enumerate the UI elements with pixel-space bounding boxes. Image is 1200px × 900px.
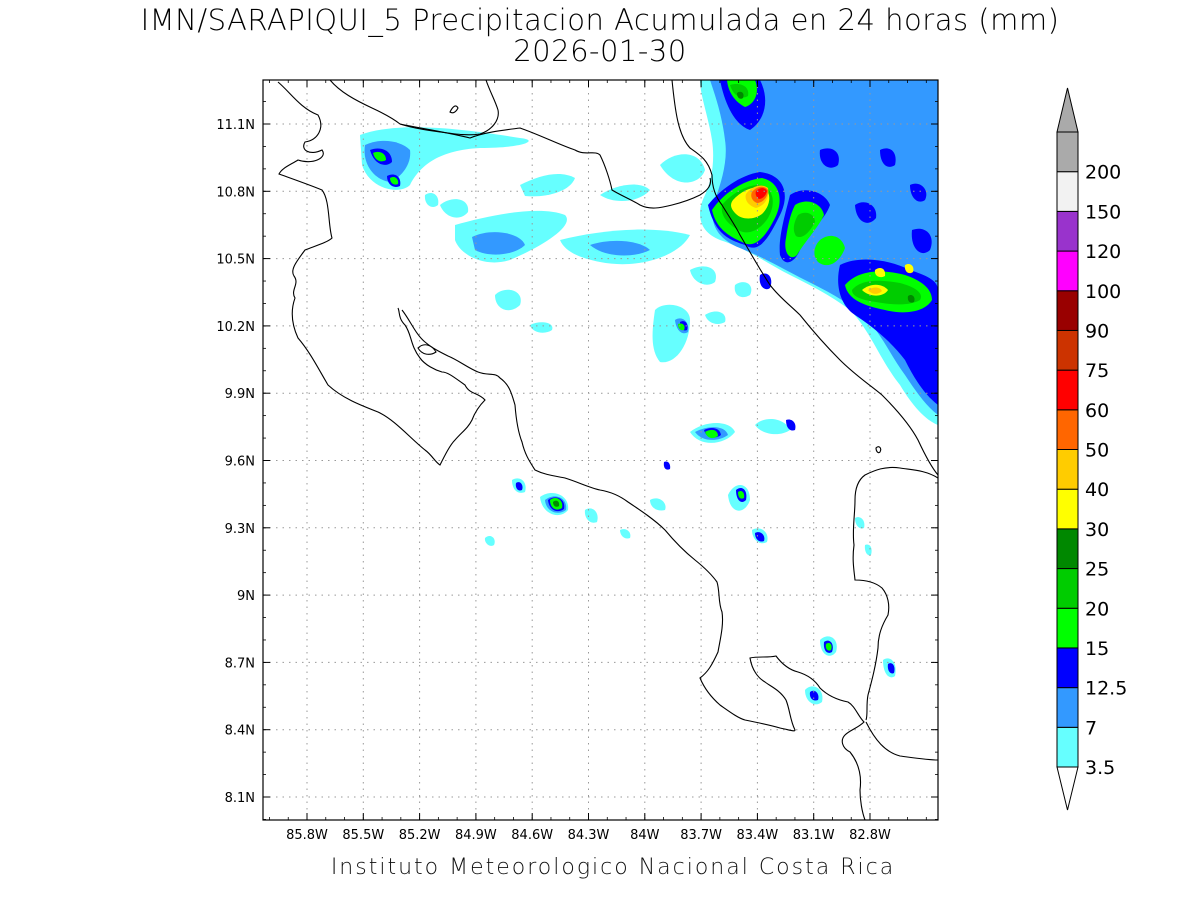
legend-swatch (1056, 250, 1079, 292)
lon-tick-label: 83.4W (736, 828, 778, 843)
lon-tick-label: 84W (630, 828, 660, 843)
legend-swatch (1056, 647, 1079, 689)
legend-level-label: 120 (1085, 241, 1121, 263)
legend-level-label: 100 (1085, 281, 1121, 303)
lat-tick-label: 10.2N (216, 320, 255, 335)
legend-under-arrow (1056, 766, 1079, 811)
legend-level-label: 150 (1085, 201, 1121, 223)
legend-level-label: 60 (1085, 400, 1109, 422)
legend-level-label: 90 (1085, 320, 1109, 342)
legend-swatch (1056, 687, 1079, 728)
legend-level-label: 20 (1085, 598, 1109, 620)
map-subtitle: 2026-01-30 (513, 34, 687, 68)
legend-swatch (1056, 131, 1079, 173)
legend-over-arrow (1056, 87, 1079, 133)
lat-tick-label: 8.1N (225, 791, 255, 806)
lat-tick-label: 9.3N (225, 522, 255, 537)
legend-level-label: 15 (1085, 638, 1109, 660)
color-scale-legend: 3.5 7 12.5 15 20 25 30 40 50 60 75 90 100 120 150 200 (1056, 87, 1127, 811)
lon-tick-label: 84.9W (455, 828, 497, 843)
legend-level-label: 30 (1085, 519, 1109, 541)
legend-level-label: 200 (1085, 162, 1121, 184)
legend-swatch (1056, 369, 1079, 411)
legend-swatch (1056, 488, 1079, 530)
lon-tick-label: 82.8W (849, 828, 891, 843)
lon-tick-label: 83.1W (793, 828, 835, 843)
lat-tick-label: 8.7N (225, 656, 255, 671)
legend-swatch (1056, 210, 1079, 252)
lon-tick-label: 84.6W (511, 828, 553, 843)
lat-tick-label: 9.9N (225, 387, 255, 402)
lon-tick-label: 84.3W (568, 828, 610, 843)
lat-tick-label: 9N (237, 589, 255, 604)
lon-tick-label: 85.5W (342, 828, 384, 843)
lat-tick-label: 10.5N (216, 253, 255, 268)
legend-level-label: 25 (1085, 559, 1109, 581)
precipitation-field (360, 80, 938, 705)
lat-tick-label: 10.8N (216, 185, 255, 200)
legend-level-label: 75 (1085, 360, 1109, 382)
longitude-axis: 85.8W 85.5W 85.2W 84.9W 84.6W 84.3W 84W 83.7W 83… (269, 80, 927, 843)
lon-tick-label: 85.2W (399, 828, 441, 843)
legend-swatch (1056, 528, 1079, 570)
legend-swatch (1056, 290, 1079, 331)
legend-swatch (1056, 329, 1079, 371)
lat-tick-label: 11.1N (216, 118, 255, 133)
footer-credit: Instituto Meteorologico Nacional Costa R… (330, 855, 896, 880)
legend-level-label: 40 (1085, 479, 1109, 501)
legend-swatch (1056, 449, 1079, 490)
precip-level-25 (553, 91, 915, 507)
lon-tick-label: 83.7W (680, 828, 722, 843)
legend-swatch (1056, 726, 1079, 768)
legend-level-label: 7 (1085, 717, 1097, 739)
lon-tick-label: 85.8W (286, 828, 328, 843)
legend-swatch (1056, 568, 1079, 609)
precip-level-60 (755, 188, 767, 199)
map-title: IMN/SARAPIQUI_5 Precipitacion Acumulada … (140, 3, 1060, 37)
lat-tick-label: 8.4N (225, 724, 255, 739)
legend-level-label: 3.5 (1085, 757, 1115, 779)
plot-frame (262, 79, 939, 821)
latitude-axis: 11.1N 10.8N 10.5N 10.2N 9.9N 9.6N 9.3N 9N 8.7N 8.… (216, 101, 938, 820)
legend-swatch (1056, 607, 1079, 649)
legend-level-label: 12.5 (1085, 678, 1127, 700)
legend-swatch (1056, 171, 1079, 212)
lat-tick-label: 9.6N (225, 455, 255, 470)
legend-swatch (1056, 409, 1079, 450)
legend-level-label: 50 (1085, 440, 1109, 462)
coastline (277, 80, 938, 820)
